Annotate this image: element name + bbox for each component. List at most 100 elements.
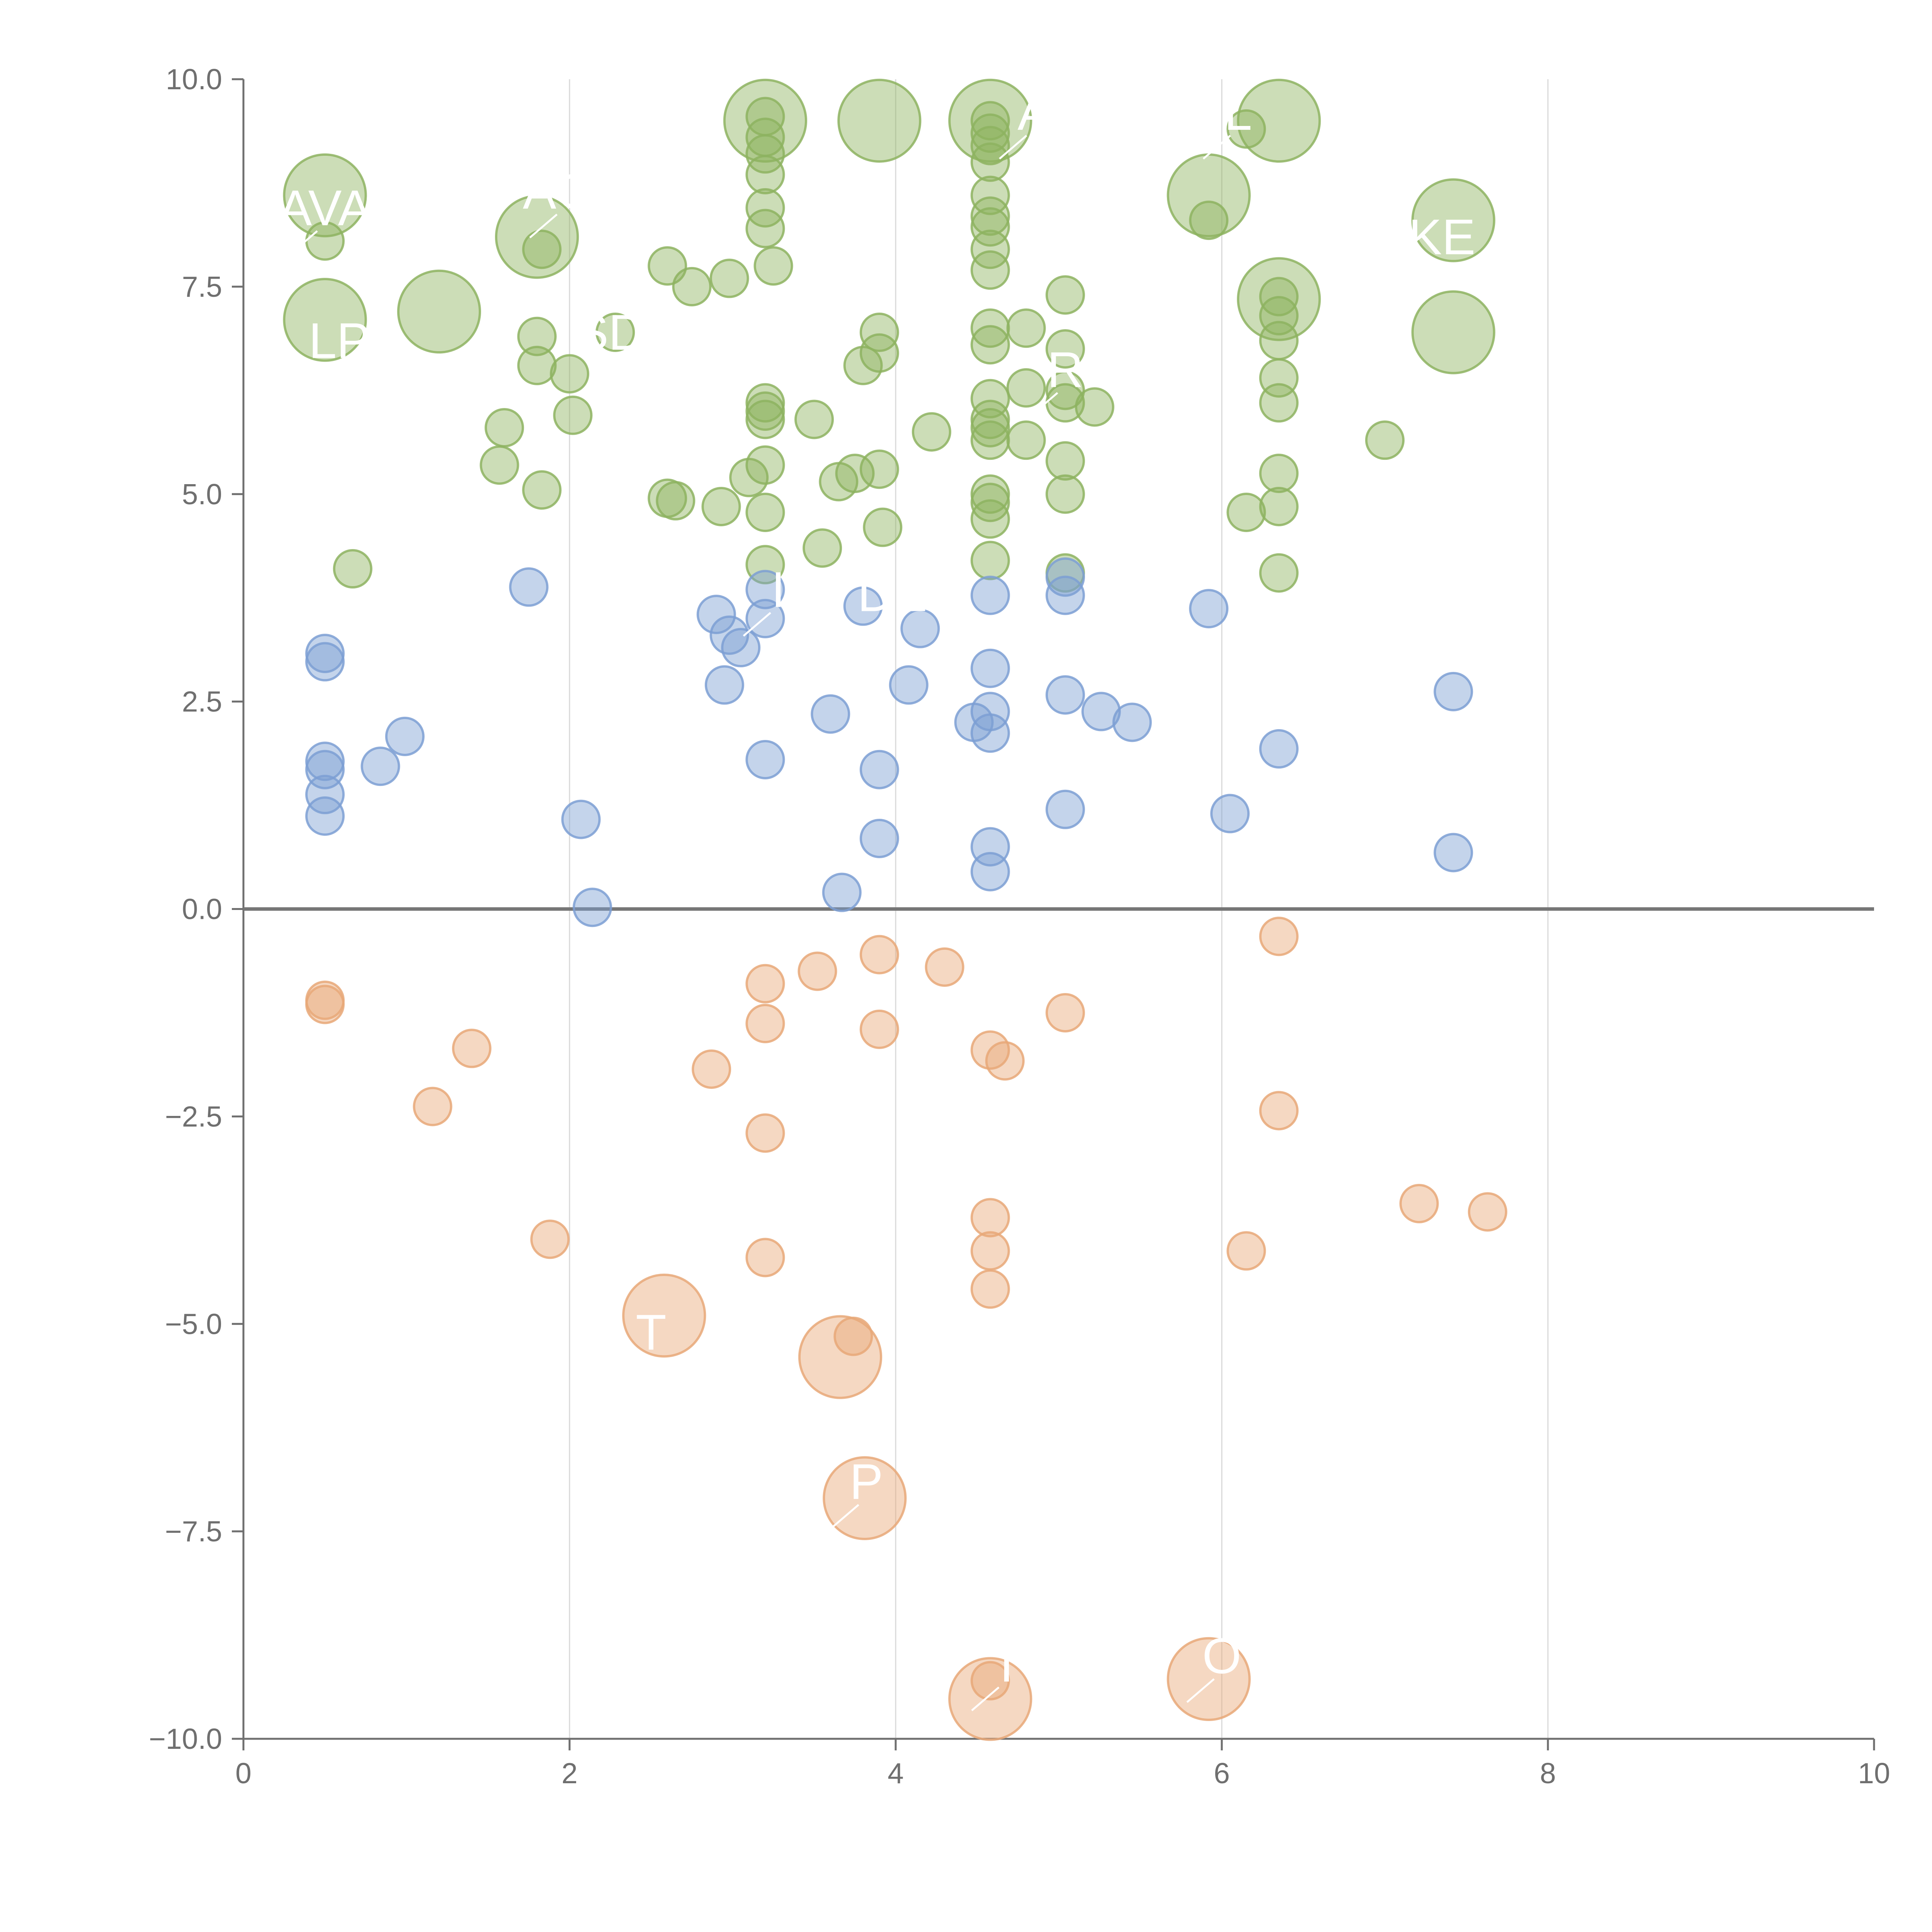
blue-bubble	[305, 796, 345, 836]
green-bubble	[283, 153, 367, 238]
orange-bubble	[1259, 917, 1299, 956]
green-bubble	[970, 308, 1010, 348]
annotation-leader	[971, 1686, 1000, 1711]
green-bubble	[803, 528, 842, 568]
blue-bubble	[970, 575, 1010, 615]
green-bubble	[970, 483, 1010, 522]
green-bubble	[333, 549, 372, 589]
green-bubble	[1189, 201, 1229, 240]
orange-bubble	[1167, 1637, 1251, 1721]
green-bubble	[1045, 441, 1085, 481]
green-bubble	[837, 78, 922, 163]
x-tick-label: 6	[1214, 1757, 1230, 1789]
blue-bubble	[811, 694, 850, 734]
blue-bubble	[305, 742, 345, 781]
orange-bubble	[452, 1029, 492, 1068]
blue-bubble	[721, 628, 761, 668]
green-bubble	[794, 400, 834, 439]
green-bubble	[970, 499, 1010, 539]
orange-bubble	[925, 947, 964, 987]
blue-bubble	[970, 852, 1010, 891]
annotation-label: I	[771, 561, 785, 618]
green-bubble	[970, 250, 1010, 290]
green-bubble	[1075, 387, 1114, 427]
green-bubble	[745, 400, 785, 439]
green-bubble	[970, 196, 1010, 236]
orange-bubble	[970, 1661, 1010, 1701]
annotation-leader	[1030, 392, 1058, 417]
green-bubble	[948, 78, 1032, 163]
annotation-leader	[1186, 1678, 1215, 1703]
green-bubble	[522, 470, 562, 510]
green-bubble	[970, 126, 1010, 165]
green-bubble	[1006, 368, 1046, 408]
orange-bubble	[859, 935, 899, 975]
annotation-label: SDP	[575, 304, 678, 361]
green-bubble	[970, 408, 1010, 447]
green-bubble	[723, 78, 808, 163]
blue-bubble	[1112, 702, 1152, 742]
annotation-leader	[616, 1354, 644, 1379]
axis-layer: 0 2 4 6 8 10 10.0 7.5 5.0 2.5 0.0 −2.5 −5.0 −7.5 −10.0	[149, 63, 1890, 1789]
green-bubble	[1411, 290, 1495, 374]
green-bubble	[1006, 308, 1046, 348]
annotation-leader	[319, 363, 347, 388]
blue-bubble	[704, 665, 744, 705]
x-tick-label: 2	[561, 1757, 578, 1789]
green-bubble	[912, 412, 951, 452]
green-bubble	[495, 195, 579, 279]
annotation-label: A	[1017, 84, 1051, 141]
annotation-leader	[591, 355, 620, 379]
blue-bubble	[1434, 672, 1473, 711]
green-bubble	[709, 259, 749, 298]
blue-bubble	[696, 595, 736, 634]
blue-bubble	[859, 818, 899, 858]
annotation-label: ACI	[523, 163, 607, 219]
green-bubble	[970, 230, 1010, 269]
y-tick-label: −7.5	[165, 1515, 222, 1548]
blue-bubble	[900, 609, 940, 648]
annotation-label: KE	[1408, 209, 1475, 265]
green-bubble	[1259, 486, 1299, 526]
green-bubble	[970, 400, 1010, 439]
orange-bubble	[798, 1315, 883, 1399]
y-tick-label: 0.0	[182, 893, 222, 925]
blue-bubble	[1081, 692, 1121, 731]
y-tick-label: 5.0	[182, 478, 222, 510]
annotation-label: L	[1224, 84, 1252, 141]
green-bubble	[745, 445, 785, 485]
annotation-leader	[857, 616, 886, 641]
orange-bubble	[970, 1231, 1010, 1271]
green-bubble	[970, 142, 1010, 182]
green-bubble	[863, 507, 903, 547]
green-bubble	[656, 481, 696, 520]
green-bubble	[550, 354, 589, 394]
blue-bubble	[745, 570, 785, 609]
y-tick-label: −10.0	[149, 1723, 222, 1755]
green-bubble	[1365, 420, 1405, 460]
annotation-leader	[1406, 259, 1435, 284]
green-bubble	[859, 312, 899, 352]
green-bubble	[672, 267, 712, 306]
annotation-leader	[762, 1396, 791, 1421]
blue-bubble	[889, 665, 929, 705]
orange-bubble	[530, 1219, 570, 1259]
green-bubble	[1045, 329, 1085, 369]
green-bubble	[970, 541, 1010, 580]
blue-bubble	[1210, 794, 1250, 833]
green-bubble	[970, 420, 1010, 460]
green-bubble	[1006, 420, 1046, 460]
blue-bubble	[1045, 789, 1085, 829]
green-bubble	[753, 246, 793, 286]
y-tick-label: 10.0	[166, 63, 222, 95]
green-bubble	[970, 207, 1010, 247]
green-bubble	[397, 269, 481, 354]
blue-bubble	[509, 567, 549, 607]
orange-bubble	[970, 1198, 1010, 1238]
green-bubble	[970, 379, 1010, 418]
annotation-leader	[999, 135, 1027, 160]
blue-bubble	[1434, 833, 1473, 872]
green-bubble	[745, 209, 785, 248]
green-bubble	[835, 454, 875, 493]
